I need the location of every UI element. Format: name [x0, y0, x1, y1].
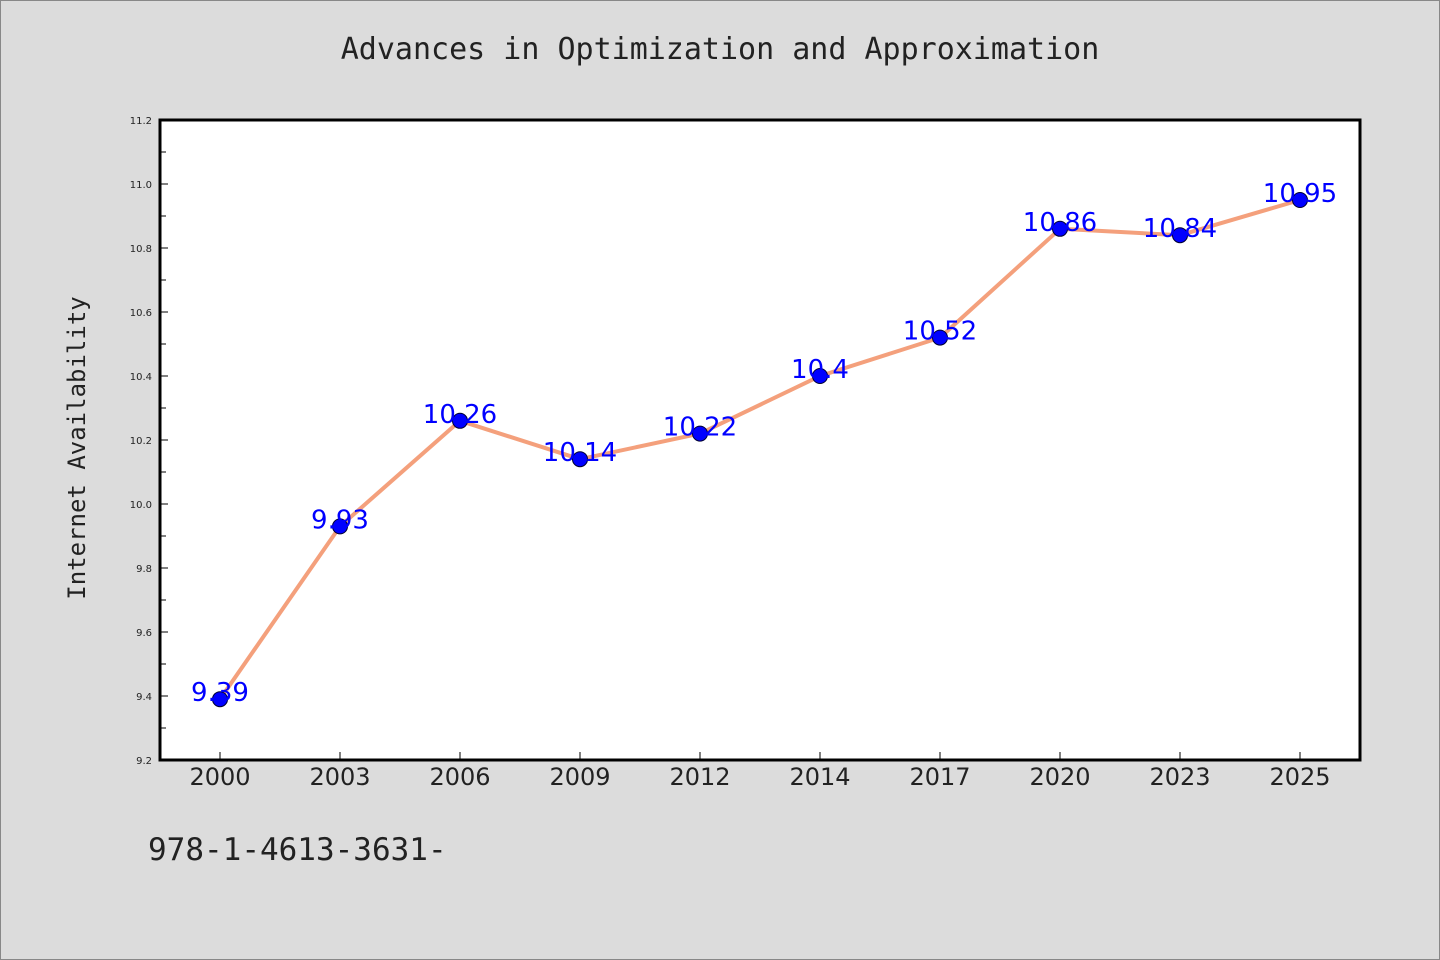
data-point — [692, 425, 708, 442]
y-tick-label: 9.6 — [136, 628, 152, 639]
data-label: 10.95 — [1263, 179, 1337, 209]
data-point — [1292, 192, 1308, 208]
x-tick-label: 2025 — [1269, 763, 1330, 791]
y-tick-label: 9.4 — [136, 692, 152, 703]
data-point — [1052, 220, 1068, 237]
footer-text: 978-1-4613-3631- — [148, 832, 447, 868]
x-tick-label: 2017 — [909, 763, 970, 791]
data-point — [452, 412, 468, 429]
data-point — [932, 329, 948, 346]
x-tick-label: 2020 — [1029, 763, 1090, 791]
y-tick-label: 10.6 — [130, 308, 152, 319]
series-line — [218, 198, 1301, 701]
chart-title: Advances in Optimization and Approximati… — [340, 32, 1100, 67]
x-tick-label: 2009 — [549, 763, 610, 791]
data-point — [212, 691, 228, 708]
y-tick-label: 11.0 — [130, 180, 152, 191]
y-tick-label: 11.2 — [130, 116, 152, 127]
x-tick-label: 2014 — [789, 763, 850, 791]
data-label: 10.22 — [663, 413, 737, 443]
y-axis-label: Internet Availability — [63, 296, 91, 599]
x-axis-ticks: 2000 2003 2006 2009 2012 2014 2017 2020 2023 2025 — [189, 752, 1331, 791]
data-point — [572, 451, 588, 468]
y-tick-label: 9.8 — [136, 564, 152, 575]
y-tick-label: 10.4 — [130, 372, 152, 383]
y-tick-label: 10.2 — [130, 436, 152, 447]
x-tick-label: 2023 — [1149, 763, 1210, 791]
data-label: 9.39 — [191, 678, 249, 708]
data-labels: 9.39 9.93 10.26 10.14 10.22 10.4 10.52 10.86 10.… — [191, 179, 1337, 708]
x-tick-label: 2006 — [429, 763, 490, 791]
data-label: 10.26 — [423, 400, 497, 430]
y-tick-label: 10.0 — [130, 500, 152, 511]
plot-border — [158, 118, 1362, 762]
data-label: 9.93 — [311, 505, 369, 535]
data-label: 10.86 — [1023, 208, 1097, 238]
y-tick-label: 9.2 — [136, 756, 152, 767]
plot-area — [160, 120, 1360, 760]
data-point — [332, 518, 348, 535]
data-point — [1172, 227, 1188, 244]
x-tick-label: 2012 — [669, 763, 730, 791]
data-label: 10.14 — [543, 438, 617, 468]
x-tick-label: 2003 — [309, 763, 370, 791]
data-label: 10.4 — [791, 355, 849, 385]
data-point — [812, 368, 828, 384]
data-label: 10.84 — [1143, 214, 1217, 244]
series-markers — [212, 192, 1308, 708]
data-label: 10.52 — [903, 317, 977, 347]
x-tick-label: 2000 — [189, 763, 250, 791]
y-tick-label: 10.8 — [130, 244, 152, 255]
